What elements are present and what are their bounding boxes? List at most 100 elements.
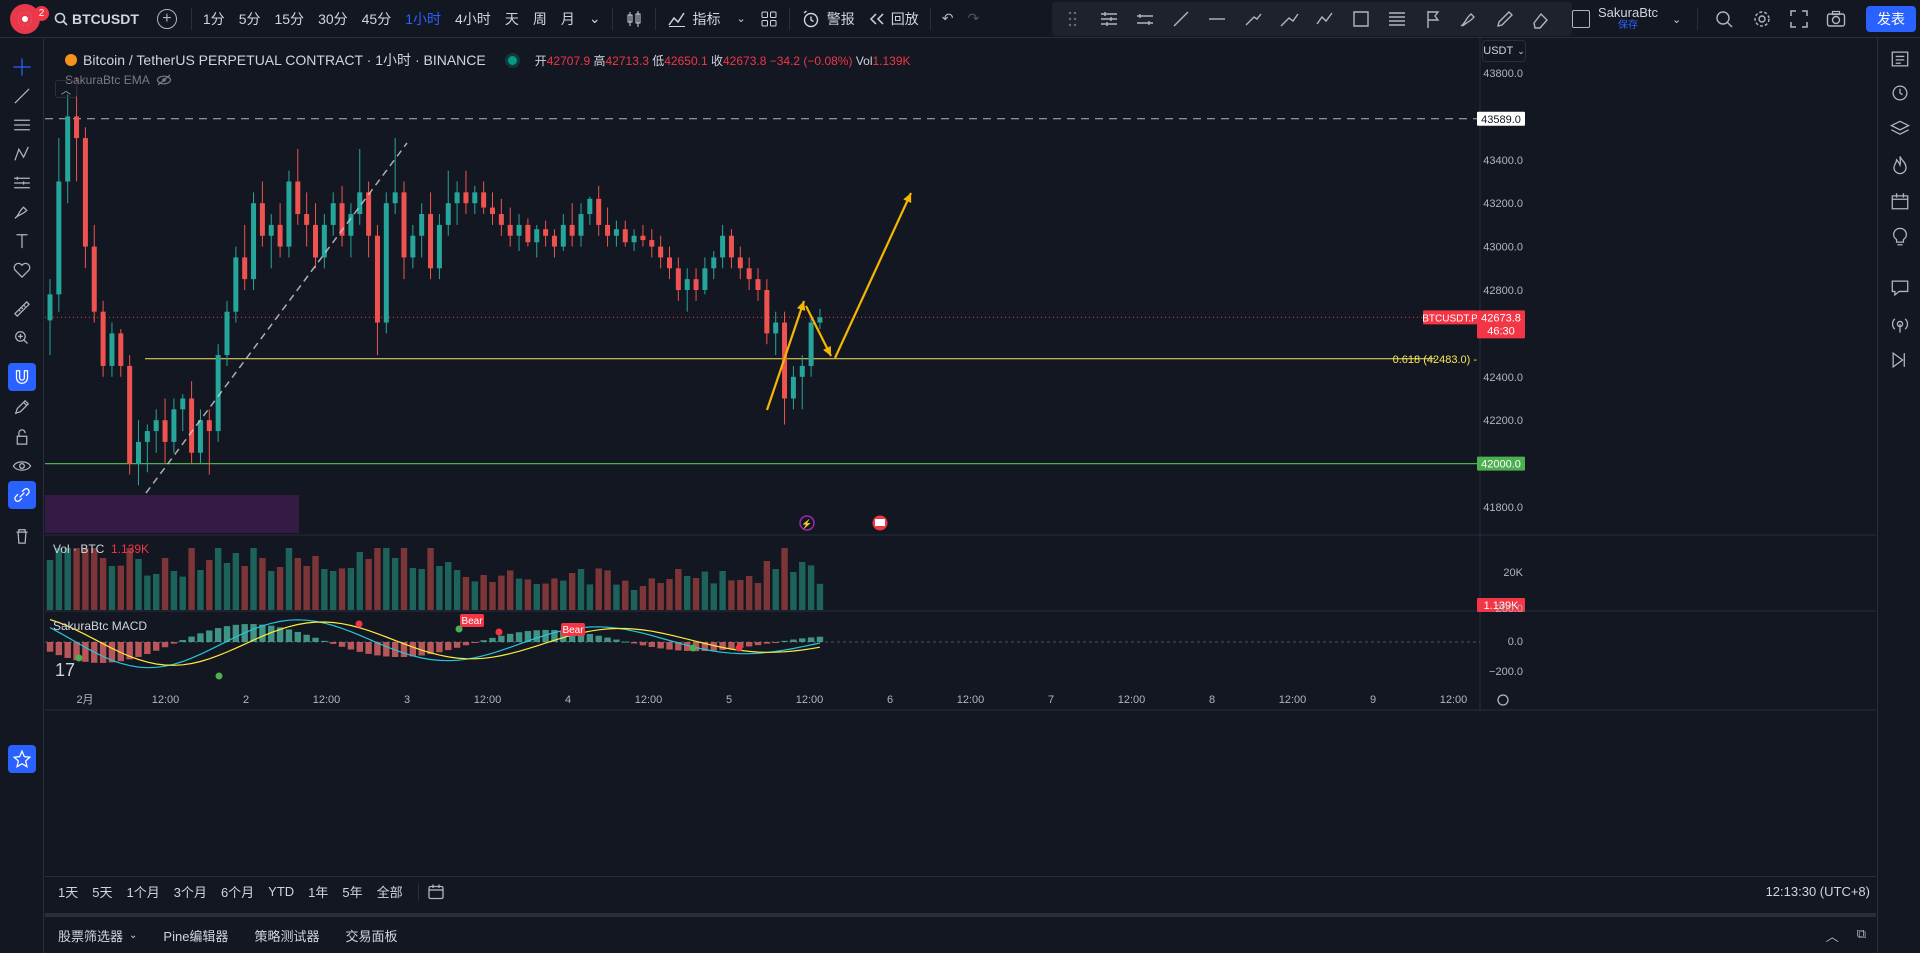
compare-symbol-button[interactable]: + xyxy=(156,8,177,29)
brush-tool[interactable] xyxy=(8,198,36,226)
trend-line-tool[interactable] xyxy=(1166,4,1196,34)
layers-button[interactable] xyxy=(1885,114,1915,144)
interval-4[interactable]: 45分 xyxy=(361,10,392,27)
range-8[interactable]: 全部 xyxy=(376,885,403,900)
user-avatar[interactable]: 2 xyxy=(10,3,49,34)
interval-0[interactable]: 1分 xyxy=(202,10,225,27)
chart-area[interactable]: 43800.043600.043400.043200.043000.042800… xyxy=(45,38,1876,868)
horizontal-line-tool[interactable] xyxy=(1202,4,1232,34)
rectangle-tool[interactable] xyxy=(1346,4,1376,34)
range-3[interactable]: 3个月 xyxy=(173,885,207,900)
volume-bar xyxy=(108,566,116,610)
interval-3[interactable]: 30分 xyxy=(318,10,348,27)
lightning-event-icon[interactable] xyxy=(799,515,815,531)
symbol-search[interactable]: BTCUSDT xyxy=(46,0,147,38)
publish-button[interactable]: 发表 xyxy=(1866,6,1916,32)
maximize-panel-icon[interactable]: ⧉ xyxy=(1856,925,1866,941)
interval-8[interactable]: 周 xyxy=(532,10,547,27)
horizontal-lines-tool[interactable] xyxy=(8,111,36,139)
alert-button[interactable]: 警报 xyxy=(794,0,862,38)
range-1[interactable]: 5天 xyxy=(92,885,113,900)
lock-tool[interactable] xyxy=(8,423,36,451)
forecast-arrow[interactable] xyxy=(805,305,832,357)
replay-button[interactable]: 回放 xyxy=(862,0,926,38)
tab-stock-screener[interactable]: 股票筛选器 ⌄ xyxy=(45,926,150,945)
candle-style-button[interactable] xyxy=(617,0,651,38)
range-5[interactable]: YTD xyxy=(268,884,295,899)
flag-tool[interactable] xyxy=(1418,4,1448,34)
collapse-legend-button[interactable]: ︿ xyxy=(55,80,77,98)
trash-tool[interactable] xyxy=(8,522,36,550)
chart-canvas[interactable]: 43800.043600.043400.043200.043000.042800… xyxy=(45,38,1876,868)
interval-6[interactable]: 4小时 xyxy=(455,10,491,27)
pen-tool[interactable] xyxy=(1490,4,1520,34)
extended-line-tool[interactable] xyxy=(1274,4,1304,34)
chevron-up-icon[interactable]: ︿ xyxy=(1825,928,1839,944)
goto-date-icon[interactable] xyxy=(427,883,445,901)
ema-legend[interactable]: SakuraBtc EMA xyxy=(65,73,172,87)
ruler-tool[interactable] xyxy=(8,295,36,323)
interval-5[interactable]: 1小时 xyxy=(405,10,442,27)
hotlist-fire-button[interactable] xyxy=(1885,150,1915,180)
range-4[interactable]: 6个月 xyxy=(220,885,255,900)
gear-icon[interactable] xyxy=(1497,694,1509,706)
layouts-button[interactable] xyxy=(753,0,785,38)
crosshair-tool[interactable] xyxy=(8,53,36,81)
watchlist-button[interactable] xyxy=(1885,44,1915,74)
signal-broadcast-button[interactable] xyxy=(1885,309,1915,339)
trend-line-tool[interactable] xyxy=(8,82,36,110)
user-menu[interactable]: SakuraBtc 保存 ⌄ xyxy=(1572,0,1846,38)
lock-pen-tool[interactable] xyxy=(8,393,36,421)
interval-7[interactable]: 天 xyxy=(504,10,519,27)
pattern-tool[interactable] xyxy=(8,140,36,168)
eye-tool[interactable] xyxy=(8,452,36,480)
instrument-title[interactable]: Bitcoin / TetherUS PERPETUAL CONTRACT · … xyxy=(83,52,486,68)
link-tool[interactable] xyxy=(8,481,36,509)
zoom-in-tool[interactable] xyxy=(8,324,36,352)
tab-strategy-tester[interactable]: 策略测试器 xyxy=(241,926,332,945)
path-tool[interactable] xyxy=(1310,4,1340,34)
tab-trading-panel[interactable]: 交易面板 xyxy=(332,926,410,945)
range-2[interactable]: 1个月 xyxy=(126,885,160,900)
calendar-button[interactable] xyxy=(1885,186,1915,216)
forecast-arrow[interactable] xyxy=(834,192,912,359)
interval-1[interactable]: 5分 xyxy=(238,10,261,27)
fib-retracement-tool[interactable] xyxy=(1382,4,1412,34)
grip-tool[interactable] xyxy=(1058,4,1088,34)
camera-icon[interactable] xyxy=(1826,10,1846,28)
brush-tool[interactable] xyxy=(1454,4,1484,34)
interval-2[interactable]: 15分 xyxy=(274,10,305,27)
range-0[interactable]: 1天 xyxy=(58,885,79,900)
gear-icon[interactable] xyxy=(1752,9,1772,29)
quick-search-icon[interactable] xyxy=(1714,9,1734,29)
indicators-button[interactable]: 指标 ⌄ xyxy=(660,0,753,38)
magnet-tool[interactable] xyxy=(8,363,36,391)
text-tool[interactable] xyxy=(8,227,36,255)
tab-pine-editor[interactable]: Pine编辑器 xyxy=(150,926,241,945)
range-7[interactable]: 5年 xyxy=(342,885,363,900)
range-6[interactable]: 1年 xyxy=(308,885,329,900)
idea-bulb-button[interactable] xyxy=(1885,222,1915,252)
undo-button[interactable]: ↶ xyxy=(935,0,961,38)
eraser-tool[interactable] xyxy=(1526,4,1556,34)
currency-selector[interactable]: USDT ⌄ xyxy=(1482,40,1526,62)
forecast-arrow[interactable] xyxy=(765,300,806,411)
interval-dropdown-icon[interactable]: ⌄ xyxy=(588,10,601,26)
fullscreen-icon[interactable] xyxy=(1790,10,1808,28)
candle-body xyxy=(419,214,425,236)
heart-tool[interactable] xyxy=(8,256,36,284)
ray-tool[interactable] xyxy=(1238,4,1268,34)
timezone-clock[interactable]: 12:13:30 (UTC+8) xyxy=(1765,884,1870,899)
replay-play-button[interactable] xyxy=(1885,345,1915,375)
redo-button[interactable]: ↷ xyxy=(961,0,987,38)
dashed-trend-line[interactable] xyxy=(145,142,408,494)
forecast-tool[interactable] xyxy=(8,169,36,197)
interval-9[interactable]: 月 xyxy=(560,10,575,27)
eye-hidden-icon[interactable] xyxy=(156,74,172,86)
chat-button[interactable] xyxy=(1885,273,1915,303)
alerts-clock-button[interactable] xyxy=(1885,78,1915,108)
star-tool[interactable] xyxy=(8,745,36,773)
parallel-channel-tool[interactable] xyxy=(1130,4,1160,34)
pitchfork-tool[interactable] xyxy=(1094,4,1124,34)
macd-cross-dot xyxy=(455,625,463,633)
